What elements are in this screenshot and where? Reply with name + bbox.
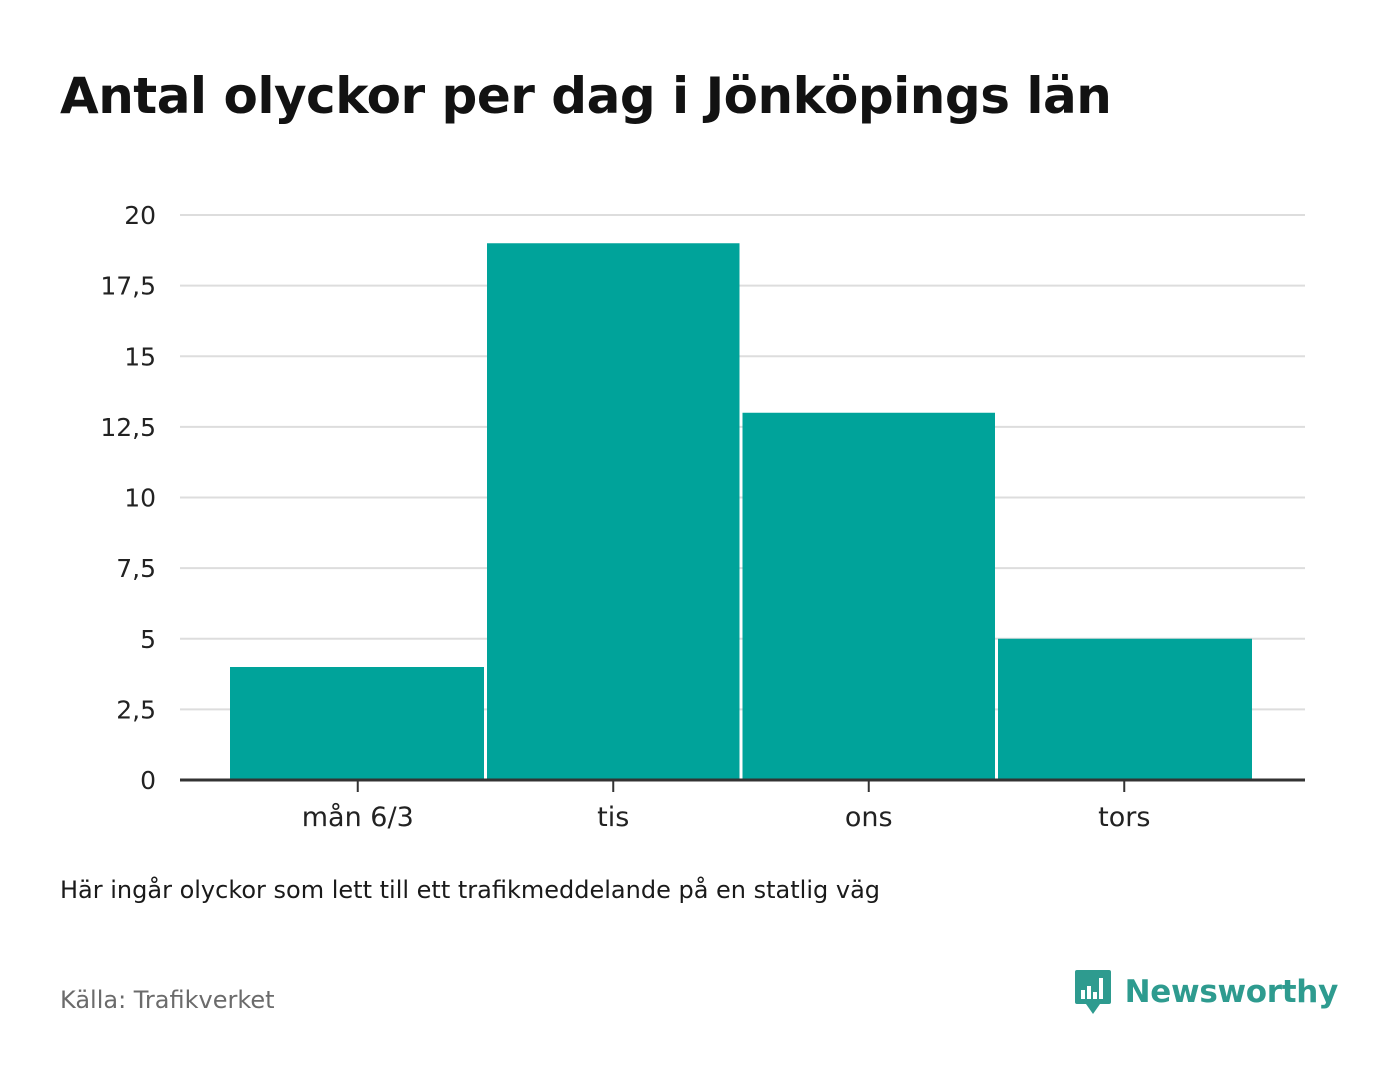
bar <box>230 667 484 780</box>
chart-note: Här ingår olyckor som lett till ett traf… <box>60 876 881 904</box>
bar-chart: 0 2,5 5 7,5 10 12,5 15 17,5 20 mån 6/3 tis ons tors <box>100 201 1305 833</box>
bar <box>998 638 1252 780</box>
y-tick-label: 20 <box>124 201 156 230</box>
x-axis <box>180 778 1305 792</box>
x-tick-label: tis <box>597 802 629 833</box>
brand-logo: Newsworthy <box>1073 968 1338 1016</box>
y-tick-label: 10 <box>124 484 156 513</box>
brand-name: Newsworthy <box>1124 974 1339 1010</box>
bar <box>487 243 740 780</box>
y-tick-label: 15 <box>124 342 156 371</box>
y-tick-label: 5 <box>140 625 156 654</box>
y-tick-label: 12,5 <box>100 413 156 442</box>
x-tick-label: mån 6/3 <box>302 802 414 833</box>
y-tick-label: 7,5 <box>116 554 156 583</box>
x-tick-label: tors <box>1098 802 1150 833</box>
newsworthy-logo-icon <box>1074 970 1111 1014</box>
x-axis-ticks: mån 6/3 tis ons tors <box>302 802 1151 833</box>
source-label: Källa: Trafikverket <box>60 986 275 1014</box>
x-tick-label: ons <box>845 802 893 833</box>
y-tick-label: 0 <box>140 766 156 795</box>
chart-title: Antal olyckor per dag i Jönköpings län <box>60 67 1112 125</box>
y-tick-label: 17,5 <box>100 272 156 301</box>
y-tick-label: 2,5 <box>116 695 156 724</box>
bars <box>230 243 1252 780</box>
bar <box>742 412 995 780</box>
y-axis-ticks: 0 2,5 5 7,5 10 12,5 15 17,5 20 <box>100 201 156 795</box>
